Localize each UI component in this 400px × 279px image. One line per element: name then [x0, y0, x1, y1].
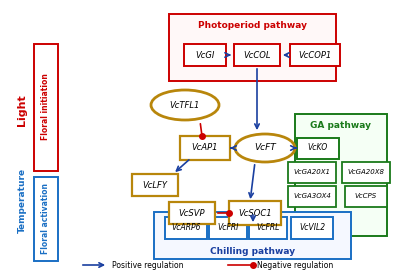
- Text: VcGI: VcGI: [195, 50, 215, 59]
- Text: VcGA20X1: VcGA20X1: [294, 169, 330, 175]
- FancyBboxPatch shape: [297, 138, 339, 158]
- Text: Light: Light: [17, 94, 27, 126]
- Text: VcKO: VcKO: [308, 143, 328, 153]
- FancyBboxPatch shape: [209, 217, 247, 239]
- FancyBboxPatch shape: [169, 14, 336, 81]
- Ellipse shape: [235, 134, 295, 162]
- FancyBboxPatch shape: [288, 186, 336, 206]
- Text: VcCPS: VcCPS: [355, 193, 377, 199]
- Text: VcARP6: VcARP6: [171, 223, 201, 232]
- FancyBboxPatch shape: [291, 217, 333, 239]
- Text: Temperature: Temperature: [18, 167, 26, 233]
- Text: VcSVP: VcSVP: [179, 208, 205, 218]
- Text: VcGA20X8: VcGA20X8: [348, 169, 384, 175]
- FancyBboxPatch shape: [234, 44, 280, 66]
- Text: VcVIL2: VcVIL2: [299, 223, 325, 232]
- Text: GA pathway: GA pathway: [310, 121, 372, 131]
- FancyBboxPatch shape: [165, 217, 207, 239]
- Text: Positive regulation: Positive regulation: [112, 261, 184, 270]
- Text: VcLFY: VcLFY: [142, 181, 168, 189]
- Text: Floral initiation: Floral initiation: [42, 74, 50, 140]
- FancyBboxPatch shape: [295, 114, 387, 236]
- Text: VcTFL1: VcTFL1: [170, 100, 200, 109]
- FancyBboxPatch shape: [345, 186, 387, 206]
- Text: Floral activation: Floral activation: [42, 184, 50, 254]
- Text: VcAP1: VcAP1: [192, 143, 218, 153]
- FancyBboxPatch shape: [288, 162, 336, 182]
- FancyBboxPatch shape: [249, 217, 287, 239]
- FancyBboxPatch shape: [34, 44, 58, 171]
- Text: VcSOC1: VcSOC1: [238, 208, 272, 218]
- FancyBboxPatch shape: [229, 201, 281, 225]
- Text: VcFT: VcFT: [254, 143, 276, 153]
- Text: VcCOL: VcCOL: [243, 50, 271, 59]
- Ellipse shape: [151, 90, 219, 120]
- FancyBboxPatch shape: [184, 44, 226, 66]
- FancyBboxPatch shape: [154, 212, 351, 259]
- Text: VcGA3OX4: VcGA3OX4: [293, 193, 331, 199]
- FancyBboxPatch shape: [342, 162, 390, 182]
- FancyBboxPatch shape: [290, 44, 340, 66]
- Text: VcCOP1: VcCOP1: [298, 50, 332, 59]
- Text: VcFRL: VcFRL: [256, 223, 280, 232]
- Text: VcFRI: VcFRI: [217, 223, 239, 232]
- FancyBboxPatch shape: [34, 177, 58, 261]
- Text: Photoperiod pathway: Photoperiod pathway: [198, 21, 306, 30]
- FancyBboxPatch shape: [132, 174, 178, 196]
- FancyBboxPatch shape: [180, 136, 230, 160]
- Text: Negative regulation: Negative regulation: [257, 261, 333, 270]
- FancyBboxPatch shape: [169, 202, 215, 224]
- Text: Chilling pathway: Chilling pathway: [210, 247, 296, 256]
